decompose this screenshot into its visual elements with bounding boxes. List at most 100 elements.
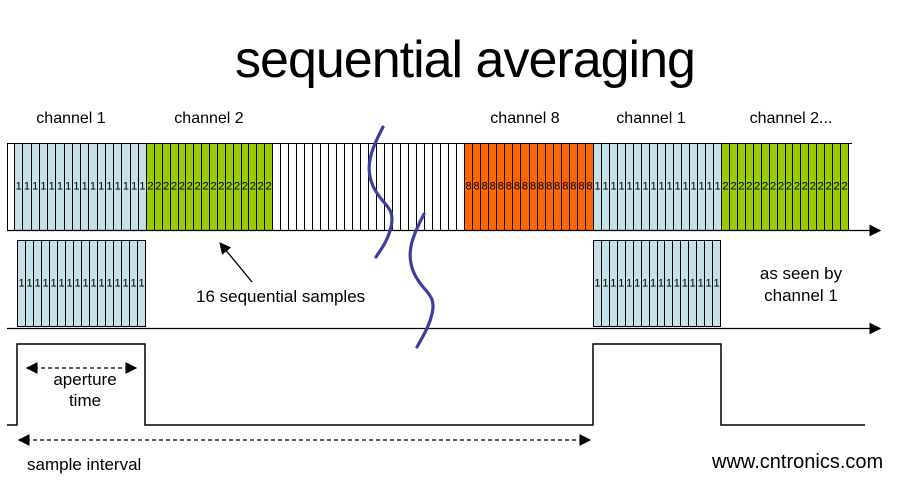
sample-digit: 2 xyxy=(833,180,840,193)
as-seen-by-note: as seen by channel 1 xyxy=(740,263,862,307)
sample-digit: 1 xyxy=(665,277,672,289)
sample-stripe: 8 xyxy=(497,144,506,230)
aperture-line1: aperture xyxy=(53,370,117,389)
break-squiggle-2 xyxy=(408,212,435,349)
sample-stripe: 2 xyxy=(225,144,234,230)
sample-digit: 8 xyxy=(481,180,488,193)
sample-stripe: 1 xyxy=(130,241,138,326)
sample-stripe xyxy=(441,144,449,230)
sample-stripe xyxy=(457,144,465,230)
sample-stripe: 1 xyxy=(634,144,642,230)
sample-digit: 2 xyxy=(163,180,170,193)
sample-digit: 1 xyxy=(657,277,665,289)
sample-stripe xyxy=(321,144,329,230)
sample-stripe xyxy=(385,144,393,230)
sample-stripe: 1 xyxy=(15,144,24,230)
sample-stripe: 1 xyxy=(665,241,674,326)
sample-digit: 1 xyxy=(122,277,129,289)
sample-stripe xyxy=(425,144,433,230)
sample-stripe: 1 xyxy=(105,144,114,230)
sample-stripe xyxy=(433,144,441,230)
sample-stripe: 2 xyxy=(147,144,155,230)
sample-digit: 2 xyxy=(809,180,816,193)
sample-stripe: 1 xyxy=(625,241,634,326)
sample-stripe: 8 xyxy=(465,144,474,230)
as-seen-by-line2: channel 1 xyxy=(764,286,838,305)
sample-digit: 2 xyxy=(746,180,753,193)
sample-stripe: 2 xyxy=(722,144,730,230)
sample-digit: 2 xyxy=(257,180,264,193)
sample-stripe: 1 xyxy=(122,241,130,326)
sample-stripe: 1 xyxy=(602,144,610,230)
sample-digit: 2 xyxy=(801,180,808,193)
sample-stripe: 2 xyxy=(737,144,746,230)
sample-stripe: 2 xyxy=(249,144,258,230)
sample-digit: 1 xyxy=(626,180,633,193)
sample-stripe: 1 xyxy=(81,144,90,230)
sample-digit: 2 xyxy=(770,180,777,193)
sample-digit: 1 xyxy=(106,277,113,289)
sample-stripe: 2 xyxy=(745,144,754,230)
aperture-time-label: aperture time xyxy=(24,369,146,411)
sample-stripe: 1 xyxy=(705,241,714,326)
sample-digit: 1 xyxy=(610,277,617,289)
sample-digit: 1 xyxy=(642,180,649,193)
sample-digit: 1 xyxy=(81,180,88,193)
sample-stripe: 1 xyxy=(34,241,42,326)
sample-stripe: 1 xyxy=(90,241,98,326)
sample-stripe xyxy=(273,144,281,230)
sample-digit: 2 xyxy=(785,180,793,193)
sample-stripe: 2 xyxy=(841,144,849,230)
sample-digit: 1 xyxy=(713,277,720,289)
sample-digit: 1 xyxy=(682,180,689,193)
sample-stripe: 1 xyxy=(48,144,57,230)
sample-stripe: 8 xyxy=(513,144,522,230)
sample-stripe: 1 xyxy=(56,144,65,230)
as-seen-by-line1: as seen by xyxy=(759,264,843,283)
sample-digit: 1 xyxy=(138,277,145,289)
sample-digit: 2 xyxy=(754,180,761,193)
sample-digit: 1 xyxy=(705,277,712,289)
sample-stripe xyxy=(377,144,385,230)
bar-segment-tail-white xyxy=(849,144,855,230)
sample-stripe: 2 xyxy=(233,144,242,230)
sample-digit: 2 xyxy=(226,180,233,193)
sample-stripe: 2 xyxy=(817,144,826,230)
sample-stripe: 1 xyxy=(666,144,674,230)
sample-stripe xyxy=(305,144,313,230)
sample-digit: 2 xyxy=(171,180,178,193)
sample-digit: 1 xyxy=(634,277,641,289)
sample-stripe: 1 xyxy=(31,144,40,230)
sample-digit: 1 xyxy=(74,277,81,289)
sample-digit: 8 xyxy=(529,180,537,193)
sample-stripe: 1 xyxy=(673,241,682,326)
sample-stripe: 1 xyxy=(610,144,618,230)
sample-digit: 8 xyxy=(554,180,561,193)
sample-stripe: 1 xyxy=(594,241,602,326)
sample-digit: 8 xyxy=(489,180,496,193)
sample-stripe: 1 xyxy=(650,144,658,230)
sample-stripe: 1 xyxy=(66,241,74,326)
sample-stripe: 2 xyxy=(241,144,250,230)
sample-digit: 2 xyxy=(186,180,193,193)
sample-stripe: 8 xyxy=(585,144,594,230)
sample-stripe xyxy=(289,144,297,230)
channel-label: channel 2... xyxy=(749,110,833,127)
sample-stripe: 1 xyxy=(601,241,610,326)
sample-stripe: 2 xyxy=(170,144,179,230)
sample-digit: 1 xyxy=(697,277,704,289)
sample-digit: 2 xyxy=(218,180,225,193)
sample-digit: 1 xyxy=(50,277,57,289)
sample-digit: 1 xyxy=(48,180,55,193)
sample-stripe: 8 xyxy=(545,144,554,230)
sample-stripe: 8 xyxy=(529,144,538,230)
sample-stripe: 1 xyxy=(39,144,48,230)
sample-stripe: 8 xyxy=(553,144,562,230)
sample-digit: 1 xyxy=(66,277,73,289)
sample-stripe: 8 xyxy=(473,144,482,230)
sample-digit: 2 xyxy=(178,180,185,193)
sample-digit: 2 xyxy=(249,180,256,193)
